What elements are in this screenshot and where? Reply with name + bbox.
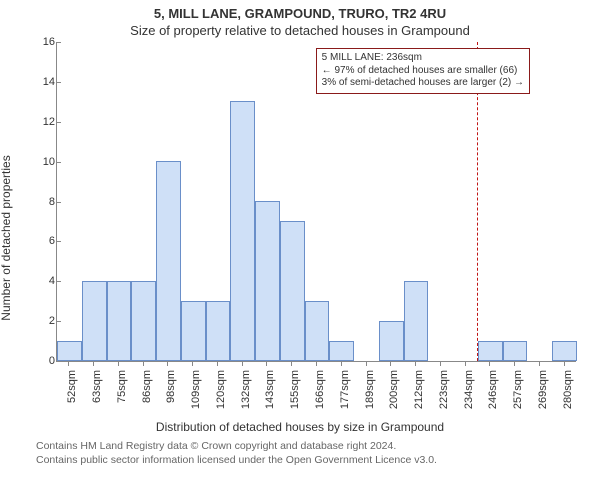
y-tick-label: 14 [43,76,55,88]
y-tick-label: 12 [43,116,55,128]
x-tick-label: 120sqm [215,370,227,409]
footer-line-2: Contains public sector information licen… [36,454,600,468]
histogram-bar [404,281,429,361]
histogram-bar [181,301,206,361]
histogram-bar [305,301,330,361]
annotation-line: 3% of semi-detached houses are larger (2… [322,77,524,90]
histogram-bar [552,341,577,361]
chart-title-1: 5, MILL LANE, GRAMPOUND, TRURO, TR2 4RU [0,6,600,21]
x-tick-label: 269sqm [537,370,549,409]
chart-title-2: Size of property relative to detached ho… [0,23,600,38]
x-tick-label: 155sqm [289,370,301,409]
x-tick-mark [440,361,441,366]
histogram-bar [478,341,503,361]
x-tick-label: 280sqm [562,370,574,409]
histogram-bar [255,201,280,361]
y-tick-label: 2 [49,315,55,327]
histogram-bar [131,281,156,361]
x-tick-label: 143sqm [264,370,276,409]
x-tick-label: 223sqm [438,370,450,409]
x-tick-label: 109sqm [190,370,202,409]
x-tick-label: 212sqm [413,370,425,409]
y-tick-label: 16 [43,36,55,48]
y-axis-label: Number of detached properties [0,155,13,320]
histogram-bar [57,341,82,361]
x-tick-mark [539,361,540,366]
footer-line-1: Contains HM Land Registry data © Crown c… [36,440,600,454]
histogram-bar [156,161,181,361]
plot-area: 0246810121416 5 MILL LANE: 236sqm← 97% o… [56,42,576,362]
x-tick-mark [242,361,243,366]
x-tick-mark [192,361,193,366]
x-tick-label: 234sqm [463,370,475,409]
y-tick-label: 6 [49,235,55,247]
x-tick-mark [266,361,267,366]
x-tick-mark [465,361,466,366]
y-tick-label: 10 [43,156,55,168]
annotation-line: ← 97% of detached houses are smaller (66… [322,65,524,78]
histogram-bar [206,301,231,361]
x-tick-label: 52sqm [66,370,78,403]
y-ticks: 0246810121416 [21,42,55,361]
histogram-bar [503,341,528,361]
x-tick-mark [366,361,367,366]
x-tick-mark [118,361,119,366]
footer-attribution: Contains HM Land Registry data © Crown c… [36,440,600,467]
x-tick-mark [564,361,565,366]
x-tick-label: 132sqm [240,370,252,409]
x-tick-mark [217,361,218,366]
x-tick-mark [93,361,94,366]
x-axis-label: Distribution of detached houses by size … [0,420,600,434]
x-tick-mark [316,361,317,366]
histogram-bar [107,281,132,361]
x-tick-mark [489,361,490,366]
x-tick-mark [143,361,144,366]
histogram-bar [280,221,305,361]
x-tick-mark [390,361,391,366]
y-tick-label: 0 [49,355,55,367]
x-tick-label: 257sqm [512,370,524,409]
histogram-bar [329,341,354,361]
x-ticks: 52sqm 63sqm 75sqm 86sqm 98sqm 109sqm 120sqm 132… [56,362,576,418]
x-tick-mark [167,361,168,366]
y-tick-label: 8 [49,196,55,208]
x-tick-label: 177sqm [339,370,351,409]
annotation-box: 5 MILL LANE: 236sqm← 97% of detached hou… [316,48,530,94]
x-tick-mark [291,361,292,366]
x-tick-label: 166sqm [314,370,326,409]
x-tick-label: 189sqm [364,370,376,409]
x-tick-mark [341,361,342,366]
x-tick-label: 98sqm [165,370,177,403]
histogram-bar [230,101,255,361]
x-tick-label: 63sqm [91,370,103,403]
chart-container: Number of detached properties 0246810121… [0,42,600,434]
histogram-bar [379,321,404,361]
x-tick-label: 86sqm [141,370,153,403]
y-tick-label: 4 [49,275,55,287]
x-tick-mark [68,361,69,366]
x-tick-label: 200sqm [388,370,400,409]
x-tick-label: 246sqm [487,370,499,409]
x-tick-label: 75sqm [116,370,128,403]
x-tick-mark [514,361,515,366]
annotation-line: 5 MILL LANE: 236sqm [322,52,524,65]
histogram-bar [82,281,107,361]
x-tick-mark [415,361,416,366]
